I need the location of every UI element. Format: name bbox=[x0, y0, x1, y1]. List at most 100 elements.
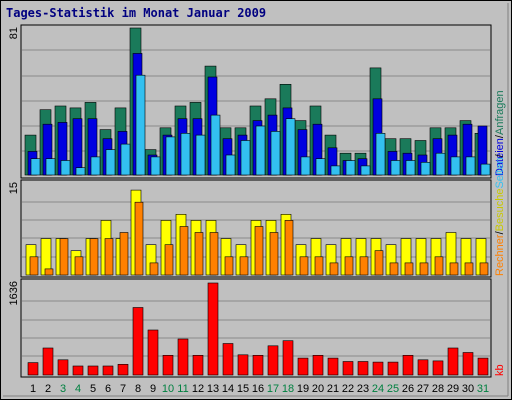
bot-bar-kb-day-2 bbox=[42, 347, 54, 376]
mid-bar-rechner-day-4 bbox=[74, 256, 84, 276]
bot-bar-kb-day-21 bbox=[327, 357, 339, 376]
mid-bar-rechner-day-27 bbox=[419, 262, 429, 276]
bot-bar-kb-day-18 bbox=[282, 340, 294, 376]
legend-mid-item-0: Rechner bbox=[494, 234, 506, 276]
top-bar-seiten-day-9 bbox=[150, 156, 161, 176]
day-label-17: 17 bbox=[267, 383, 279, 395]
day-label-30: 30 bbox=[462, 383, 474, 395]
mid-bar-rechner-day-5 bbox=[89, 238, 99, 276]
mid-bar-rechner-day-19 bbox=[299, 256, 309, 276]
top-bar-seiten-day-29 bbox=[450, 156, 461, 176]
bot-bar-kb-day-25 bbox=[387, 361, 399, 376]
top-bar-seiten-day-7 bbox=[120, 143, 131, 176]
top-bar-dateien-day-4 bbox=[72, 118, 83, 176]
mid-bar-rechner-day-22 bbox=[344, 256, 354, 276]
mid-bar-rechner-day-1 bbox=[29, 256, 39, 276]
bot-bar-kb-day-24 bbox=[372, 361, 384, 376]
top-bar-seiten-day-23 bbox=[360, 165, 371, 176]
mid-bar-rechner-day-24 bbox=[374, 250, 384, 276]
day-label-7: 7 bbox=[120, 383, 126, 395]
day-label-31: 31 bbox=[477, 383, 489, 395]
day-label-5: 5 bbox=[90, 383, 96, 395]
bot-bar-kb-day-29 bbox=[447, 347, 459, 376]
legend-bot-item-0: kb bbox=[494, 364, 506, 376]
top-bar-seiten-day-18 bbox=[285, 118, 296, 176]
bot-bar-kb-day-31 bbox=[477, 357, 489, 376]
day-label-9: 9 bbox=[150, 383, 156, 395]
mid-bar-rechner-day-28 bbox=[434, 256, 444, 276]
bot-bar-kb-day-17 bbox=[267, 345, 279, 376]
day-label-10: 10 bbox=[162, 383, 174, 395]
top-bar-seiten-day-24 bbox=[375, 133, 386, 176]
mid-bar-rechner-day-8 bbox=[134, 201, 144, 276]
bot-bar-kb-day-9 bbox=[147, 329, 159, 376]
bot-bar-kb-day-3 bbox=[57, 359, 69, 376]
mid-bar-rechner-day-2 bbox=[44, 268, 54, 276]
day-label-3: 3 bbox=[60, 383, 66, 395]
day-label-15: 15 bbox=[237, 383, 249, 395]
top-bar-seiten-day-8 bbox=[135, 74, 146, 176]
day-label-24: 24 bbox=[372, 383, 384, 395]
day-label-23: 23 bbox=[357, 383, 369, 395]
bot-bar-kb-day-19 bbox=[297, 357, 309, 376]
mid-bar-rechner-day-25 bbox=[389, 262, 399, 276]
legend-mid-item-1: / bbox=[494, 230, 506, 234]
top-bar-seiten-day-1 bbox=[30, 158, 41, 176]
day-labels: 1 2 3 4 5 6 7 8 9 10 11 12 13 14 15 16 17 18 19 20 21 22 23 24 2… bbox=[30, 383, 489, 395]
top-bar-seiten-day-21 bbox=[330, 165, 341, 176]
top-bar-seiten-day-17 bbox=[270, 131, 281, 176]
bot-bar-kb-day-8 bbox=[132, 307, 144, 376]
bars bbox=[24, 27, 491, 376]
day-label-19: 19 bbox=[297, 383, 309, 395]
mid-bar-rechner-day-3 bbox=[59, 238, 69, 276]
day-label-18: 18 bbox=[282, 383, 294, 395]
mid-bar-rechner-day-9 bbox=[149, 262, 159, 276]
bot-bar-kb-day-1 bbox=[27, 362, 39, 376]
top-bar-seiten-day-3 bbox=[60, 160, 71, 176]
chart-title: Tages-Statistik im Monat Januar 2009 bbox=[6, 6, 266, 20]
legend-mid-item-2: Besuche bbox=[494, 189, 506, 232]
day-label-25: 25 bbox=[387, 383, 399, 395]
mid-bar-rechner-day-31 bbox=[479, 262, 489, 276]
legend-top-item-2: Anfragen bbox=[494, 90, 506, 135]
legend-top-panel: Dateien/Anfragen bbox=[494, 90, 506, 176]
top-bar-seiten-day-26 bbox=[405, 160, 416, 176]
mid-bar-rechner-day-6 bbox=[104, 238, 114, 276]
top-bar-seiten-day-30 bbox=[465, 156, 476, 176]
day-label-8: 8 bbox=[135, 383, 141, 395]
bot-bar-kb-day-5 bbox=[87, 365, 99, 376]
day-label-28: 28 bbox=[432, 383, 444, 395]
mid-bar-rechner-day-11 bbox=[179, 226, 189, 276]
legend-bot-panel: kb bbox=[494, 364, 506, 376]
top-bar-seiten-day-6 bbox=[105, 149, 116, 176]
top-bar-seiten-day-28 bbox=[435, 152, 446, 176]
day-label-16: 16 bbox=[252, 383, 264, 395]
mid-bar-rechner-day-23 bbox=[359, 256, 369, 276]
bot-bar-kb-day-4 bbox=[72, 365, 84, 376]
mid-bar-rechner-day-20 bbox=[314, 256, 324, 276]
legend-mid-item-4: / bbox=[494, 153, 506, 157]
top-max-label: 81 bbox=[8, 27, 20, 39]
top-bar-seiten-day-2 bbox=[45, 158, 56, 176]
bot-bar-kb-day-6 bbox=[102, 365, 114, 376]
bot-bar-kb-day-23 bbox=[357, 361, 369, 376]
day-label-29: 29 bbox=[447, 383, 459, 395]
bot-bar-kb-day-20 bbox=[312, 354, 324, 376]
top-bar-seiten-day-14 bbox=[225, 154, 236, 176]
day-label-20: 20 bbox=[312, 383, 324, 395]
mid-bar-rechner-day-26 bbox=[404, 262, 414, 276]
mid-bar-rechner-day-17 bbox=[269, 232, 279, 276]
day-label-14: 14 bbox=[222, 383, 234, 395]
bot-bar-kb-day-13 bbox=[207, 282, 219, 376]
mid-bar-rechner-day-21 bbox=[329, 262, 339, 276]
mid-max-label: 15 bbox=[8, 182, 20, 194]
mid-bar-rechner-day-29 bbox=[449, 262, 459, 276]
mid-bar-rechner-day-30 bbox=[464, 262, 474, 276]
day-label-21: 21 bbox=[327, 383, 339, 395]
bot-bar-kb-day-16 bbox=[252, 354, 264, 376]
legend-mid-panel: Rechner/BesucheSeiten/ bbox=[494, 153, 506, 276]
top-bar-seiten-day-13 bbox=[210, 114, 221, 176]
mid-bar-rechner-day-10 bbox=[164, 244, 174, 276]
day-label-26: 26 bbox=[402, 383, 414, 395]
